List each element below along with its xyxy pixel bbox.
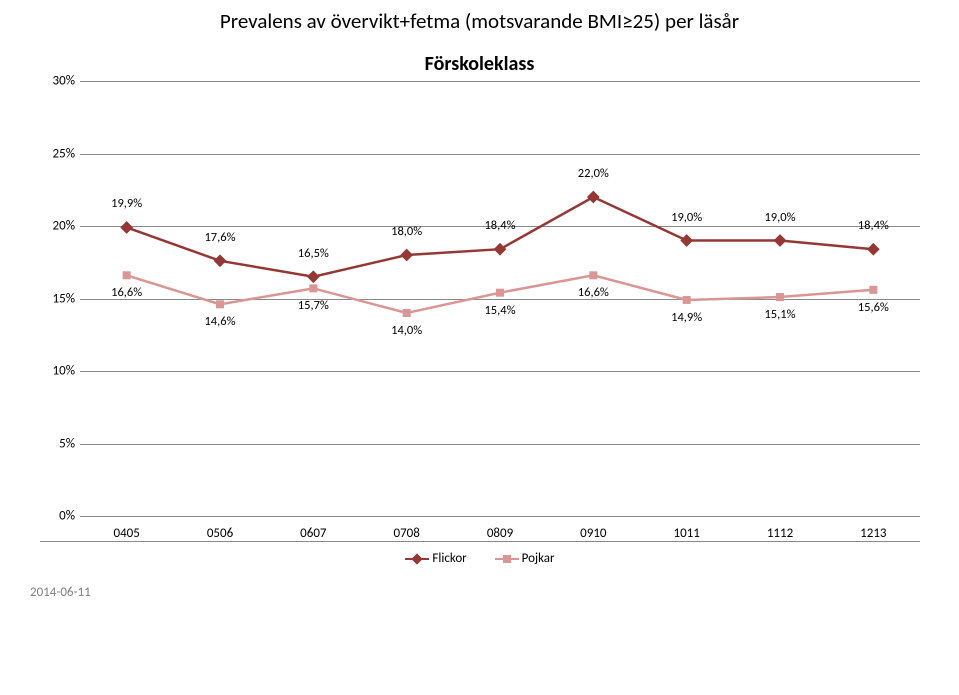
x-axis-label: 1213 [860, 526, 886, 541]
data-label-pojkar: 15,6% [858, 300, 889, 315]
x-axis-label: 0506 [207, 526, 233, 541]
data-label-pojkar: 14,0% [391, 323, 422, 338]
y-axis-label: 10% [40, 364, 75, 379]
data-label-flickor: 19,0% [764, 210, 795, 225]
marker-flickor [307, 270, 320, 283]
data-label-flickor: 19,0% [671, 210, 702, 225]
data-label-flickor: 18,0% [391, 224, 422, 239]
x-axis-label: 0809 [487, 526, 513, 541]
gridline [80, 516, 920, 517]
legend-marker-flickor [405, 554, 429, 564]
y-axis-label: 0% [40, 509, 75, 524]
data-label-flickor: 17,6% [204, 230, 235, 245]
marker-flickor [214, 254, 227, 267]
marker-flickor [494, 243, 507, 256]
plot-area: 19,9% 17,6% 16,5% 18,0% 18,4% 22,0% 19,0% 19,0%… [80, 81, 920, 517]
series-line-flickor [127, 197, 874, 277]
data-label-pojkar: 16,6% [578, 285, 609, 300]
data-label-pojkar: 14,9% [671, 310, 702, 325]
chart: 19,9% 17,6% 16,5% 18,0% 18,4% 22,0% 19,0% 19,0%… [40, 81, 920, 541]
y-axis-label: 20% [40, 219, 75, 234]
data-label-flickor: 22,0% [578, 166, 609, 181]
x-axis-label: 1011 [673, 526, 699, 541]
footer-date: 2014-06-11 [0, 567, 959, 600]
x-axis-label: 0708 [393, 526, 419, 541]
chart-svg [80, 81, 920, 516]
marker-pojkar [123, 271, 131, 279]
legend-item-pojkar: Pojkar [495, 551, 555, 566]
chart-subtitle: Förskoleklass [0, 34, 959, 81]
x-axis-label: 0910 [580, 526, 606, 541]
page-title: Prevalens av övervikt+fetma (motsvarande… [0, 0, 959, 34]
marker-flickor [774, 234, 787, 247]
legend-label: Flickor [429, 551, 466, 566]
marker-flickor [680, 234, 693, 247]
y-axis-label: 5% [40, 436, 75, 451]
marker-pojkar [309, 284, 317, 292]
data-label-flickor: 19,9% [111, 196, 142, 211]
x-axis-label: 0607 [300, 526, 326, 541]
x-axis-label: 1112 [767, 526, 793, 541]
marker-flickor [587, 191, 600, 204]
data-label-pojkar: 16,6% [111, 285, 142, 300]
y-axis-label: 25% [40, 146, 75, 161]
marker-pojkar [776, 293, 784, 301]
legend-label: Pojkar [519, 551, 555, 566]
marker-pojkar [683, 296, 691, 304]
data-label-flickor: 18,4% [858, 218, 889, 233]
data-label-pojkar: 15,1% [764, 307, 795, 322]
marker-pojkar [403, 309, 411, 317]
legend-marker-pojkar [495, 554, 519, 564]
y-axis-label: 30% [40, 74, 75, 89]
marker-pojkar [589, 271, 597, 279]
data-label-pojkar: 15,4% [484, 303, 515, 318]
marker-pojkar [496, 289, 504, 297]
marker-flickor [867, 243, 880, 256]
data-label-pojkar: 15,7% [298, 298, 329, 313]
marker-pojkar [869, 286, 877, 294]
data-label-pojkar: 14,6% [204, 314, 235, 329]
data-label-flickor: 18,4% [484, 218, 515, 233]
x-axis-label: 0405 [113, 526, 139, 541]
marker-flickor [400, 249, 413, 262]
legend: Flickor Pojkar [40, 541, 920, 567]
y-axis-label: 15% [40, 291, 75, 306]
legend-item-flickor: Flickor [405, 551, 466, 566]
marker-pojkar [216, 300, 224, 308]
data-label-flickor: 16,5% [298, 246, 329, 261]
marker-flickor [120, 221, 133, 234]
